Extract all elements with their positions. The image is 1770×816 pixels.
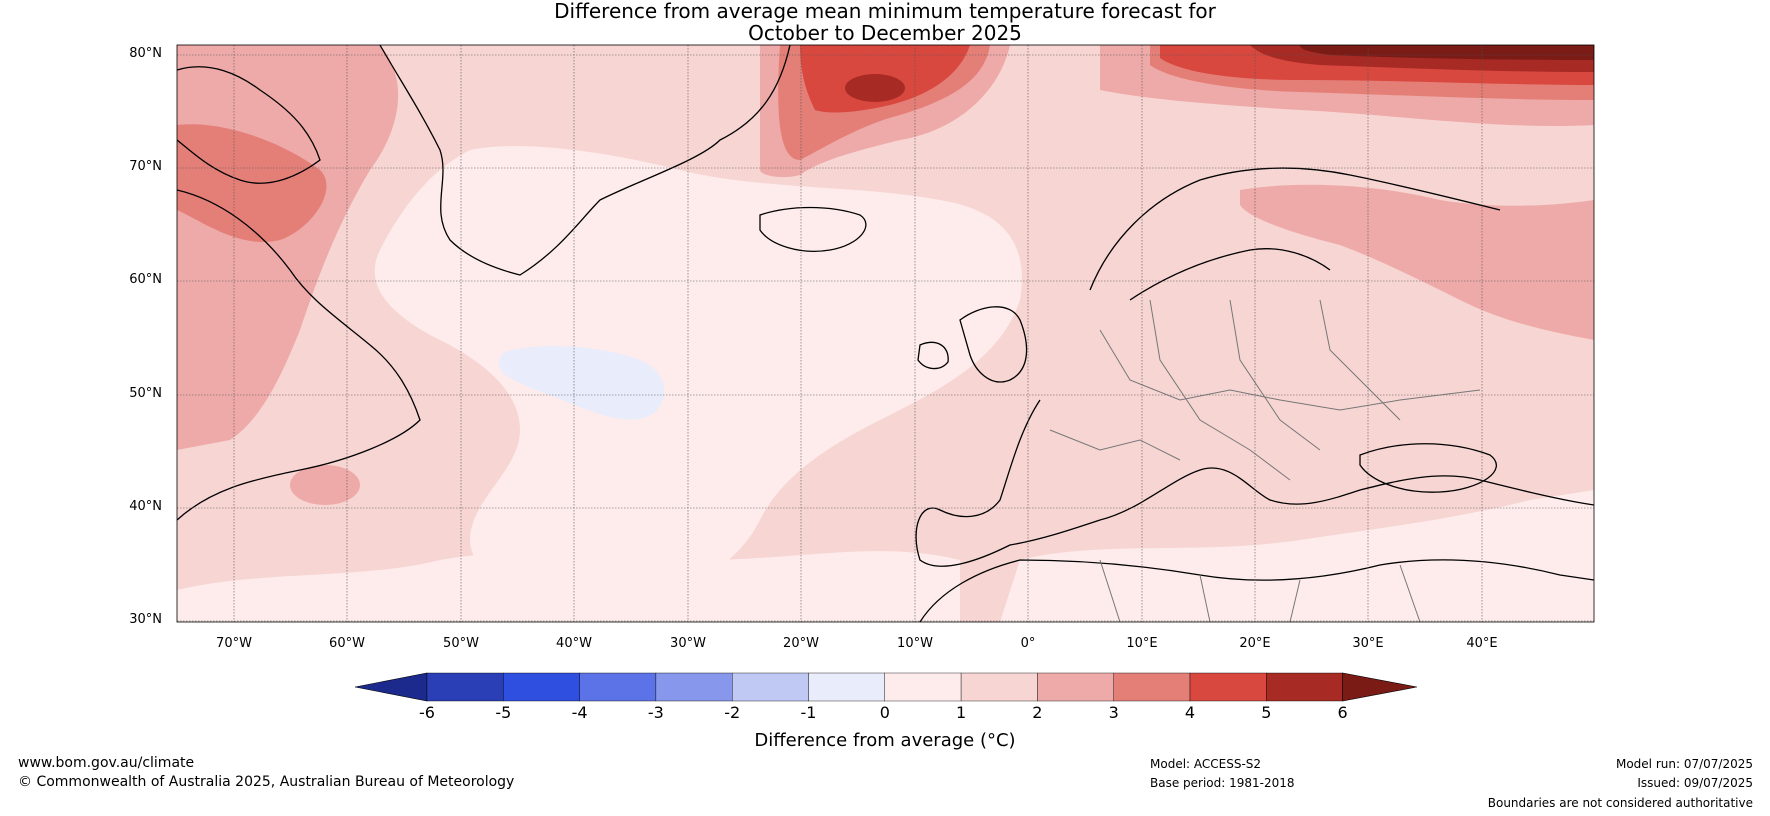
colorbar xyxy=(354,672,1418,702)
colorbar-tick-label: -3 xyxy=(647,703,664,722)
longitude-label: 50°W xyxy=(443,636,479,651)
coastline-canada xyxy=(177,189,421,521)
anomaly-region-above-6 xyxy=(1300,45,1594,60)
country-borders xyxy=(1049,299,1481,622)
longitude-label: 20°E xyxy=(1239,636,1271,651)
colorbar-tick-label: 4 xyxy=(1184,703,1196,722)
border-5 xyxy=(1049,429,1181,461)
longitude-label: 0° xyxy=(1020,636,1036,651)
base-period-text: Base period: 1981-2018 xyxy=(1150,776,1295,790)
latitude-label: 70°N xyxy=(129,159,162,174)
colorbar-segment xyxy=(503,672,580,702)
colorbar-tick-label: -2 xyxy=(724,703,741,722)
colorbar-tick-label: -6 xyxy=(419,703,435,722)
latitude-label: 60°N xyxy=(129,272,162,287)
coastline-greenland xyxy=(379,45,791,276)
latitude-label: 50°N xyxy=(129,386,162,401)
colorbar-tick-label: 3 xyxy=(1108,703,1119,722)
website-text: www.bom.gov.au/climate xyxy=(18,755,195,771)
border-4 xyxy=(1319,299,1401,421)
colorbar-tick-label: 5 xyxy=(1261,703,1272,722)
copyright-text: © Commonwealth of Australia 2025, Austra… xyxy=(18,774,515,790)
colorbar-label: Difference from average (°C) xyxy=(754,730,1016,751)
latitude-label: 80°N xyxy=(129,46,162,61)
title-line-1: Difference from average mean minimum tem… xyxy=(554,0,1216,23)
coastline-mediterranean xyxy=(1099,467,1594,521)
longitude-label: 30°E xyxy=(1352,636,1384,651)
colorbar-tick-label: -1 xyxy=(800,703,817,722)
colorbar-arrow-low xyxy=(354,672,428,702)
title-line-2: October to December 2025 xyxy=(748,21,1022,45)
colorbar-segment xyxy=(655,672,733,702)
colorbar-tick-label: -5 xyxy=(495,703,512,722)
latitude-label: 40°N xyxy=(129,499,162,514)
colorbar-segment xyxy=(579,672,657,702)
longitude-label: 40°W xyxy=(556,636,592,651)
colorbar-segment xyxy=(426,672,504,702)
colorbar-segment xyxy=(732,672,809,702)
coastline-north-africa xyxy=(919,559,1594,622)
colorbar-tick-label: 0 xyxy=(879,703,890,722)
anomaly-region-5-6-patch xyxy=(845,74,905,102)
anomaly-region-0-1-med xyxy=(1000,490,1594,622)
coastlines xyxy=(177,45,1594,622)
longitude-label: 70°W xyxy=(216,636,252,651)
issued-text: Issued: 09/07/2025 xyxy=(1637,776,1753,790)
colorbar-segment xyxy=(960,672,1038,702)
coastline-black-sea xyxy=(1359,443,1497,493)
colorbar-segment xyxy=(808,672,886,702)
border-2 xyxy=(1149,299,1291,481)
colorbar-arrow-high xyxy=(1342,672,1418,702)
model-run-text: Model run: 07/07/2025 xyxy=(1615,757,1753,771)
colorbar-tick-label: 2 xyxy=(1032,703,1043,722)
longitude-label: 10°E xyxy=(1126,636,1158,651)
anomaly-region-minus1-0 xyxy=(499,346,665,420)
anomaly-region-2-3-russia xyxy=(1240,184,1594,340)
colorbar-segment xyxy=(1037,672,1114,702)
coastline-britain xyxy=(917,306,1028,383)
longitude-label: 20°W xyxy=(783,636,819,651)
disclaimer-text: Boundaries are not considered authoritat… xyxy=(1487,796,1753,810)
colorbar-segment xyxy=(1189,672,1267,702)
coastline-baffin xyxy=(177,66,321,184)
colorbar-tick-label: 1 xyxy=(956,703,967,722)
map-title: Difference from average mean minimum tem… xyxy=(0,0,1770,44)
colorbar-segment xyxy=(1266,672,1343,702)
coastline-europe-west xyxy=(915,399,1101,567)
anomaly-region-0-1-south xyxy=(177,551,960,622)
colorbar-segment xyxy=(884,672,962,702)
anomaly-region-0-1 xyxy=(374,146,1022,602)
colorbar-segment xyxy=(1113,672,1191,702)
latitude-label: 30°N xyxy=(129,612,162,627)
coastline-iceland xyxy=(759,206,867,252)
anomaly-region-2-3-patch xyxy=(290,465,360,505)
colorbar-tick-label: 6 xyxy=(1337,703,1348,722)
longitude-label: 40°E xyxy=(1466,636,1498,651)
longitude-label: 30°W xyxy=(670,636,706,651)
anomaly-field xyxy=(177,45,1594,622)
map-frame xyxy=(176,44,1595,623)
graticule xyxy=(177,45,1594,622)
border-6 xyxy=(1099,559,1421,622)
border-3 xyxy=(1229,299,1321,451)
longitude-label: 10°W xyxy=(897,636,933,651)
colorbar-tick-label: -4 xyxy=(571,703,588,722)
model-text: Model: ACCESS-S2 xyxy=(1150,757,1262,771)
longitude-label: 60°W xyxy=(329,636,365,651)
